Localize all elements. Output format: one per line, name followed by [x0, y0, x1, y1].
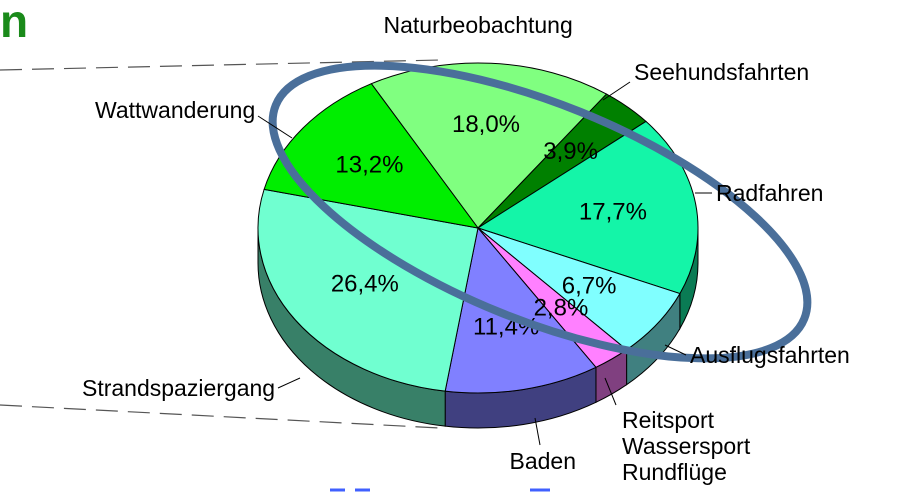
slice: [444, 226, 597, 394]
leader-line: [664, 344, 687, 356]
category-label: Naturbeobachtung: [383, 12, 573, 38]
slice: [476, 120, 699, 295]
highlight-ellipse: [268, 61, 812, 363]
pie: 18,0%3,9%17,7%6,7%2,8%11,4%26,4%13,2%: [257, 62, 699, 429]
category-label: Seehundsfahrten: [634, 59, 810, 85]
value-label: 18,0%: [452, 111, 520, 138]
value-label: 6,7%: [562, 273, 617, 300]
value-label: 17,7%: [579, 198, 647, 225]
dashed-line: [0, 59, 441, 71]
leader-line: [277, 377, 301, 389]
slice: [263, 83, 480, 229]
chart-title: n: [0, 0, 29, 47]
slice: [257, 188, 479, 392]
category-label: Reitsport Wassersport Rundflüge: [622, 407, 751, 485]
value-label: 13,2%: [335, 151, 403, 178]
value-label: 2,8%: [534, 295, 589, 322]
category-label: Baden: [509, 448, 577, 474]
value-label: 26,4%: [331, 270, 399, 297]
category-label: Ausflugsfahrten: [690, 342, 850, 368]
leader-line: [604, 377, 617, 406]
value-label: 3,9%: [543, 138, 598, 165]
category-label: Wattwanderung: [95, 97, 256, 123]
leader-line: [257, 115, 293, 139]
leader-line: [534, 417, 541, 446]
dashed-line: [0, 404, 441, 429]
category-label: Radfahren: [716, 180, 824, 206]
slice: [370, 62, 608, 229]
leader-line: [602, 81, 631, 101]
category-label: Strandspaziergang: [82, 375, 276, 401]
